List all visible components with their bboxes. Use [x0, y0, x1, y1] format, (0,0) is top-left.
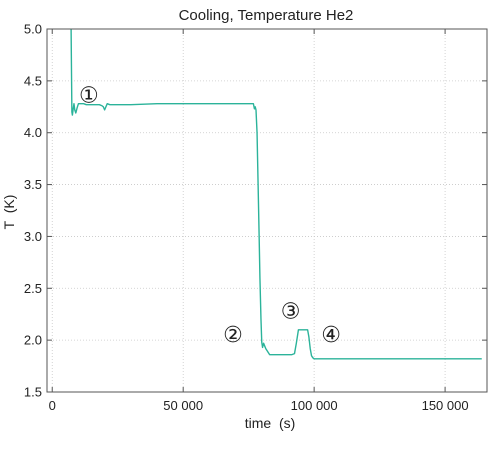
y-tick-label: 3.5: [24, 177, 42, 192]
y-tick-label: 5.0: [24, 22, 42, 37]
y-tick-label: 2.0: [24, 333, 42, 348]
x-axis-title: time (s): [245, 415, 296, 431]
chart-title: Cooling, Temperature He2: [179, 7, 354, 24]
y-tick-label: 1.5: [24, 385, 42, 400]
x-tick-label: 100 000: [291, 398, 338, 413]
grid-layer: [47, 28, 487, 393]
plot-frame: [46, 28, 488, 393]
y-tick-label: 2.5: [24, 281, 42, 296]
annotation-3: ③: [281, 298, 301, 323]
y-tick-label: 4.0: [24, 125, 42, 140]
x-tick-label: 50 000: [163, 398, 203, 413]
annotation-layer: ① ② ③④: [79, 83, 341, 348]
x-tick-label: 150 000: [422, 398, 469, 413]
plot-layer: [70, 29, 482, 360]
annotation-1: ①: [79, 83, 99, 108]
series-line-1: [70, 29, 482, 360]
y-tick-label: 3.0: [24, 229, 42, 244]
annotation-2: ②: [223, 322, 243, 347]
y-axis-title: T (K): [1, 195, 17, 230]
annotation-4: ④: [321, 322, 341, 347]
tick-layer: 0 50 000 100 000 150 000 1.5 2.0 2.5 3.0 3.5 4.0 4…: [24, 22, 487, 413]
y-tick-label: 4.5: [24, 73, 42, 88]
x-tick-label: 0: [49, 398, 56, 413]
